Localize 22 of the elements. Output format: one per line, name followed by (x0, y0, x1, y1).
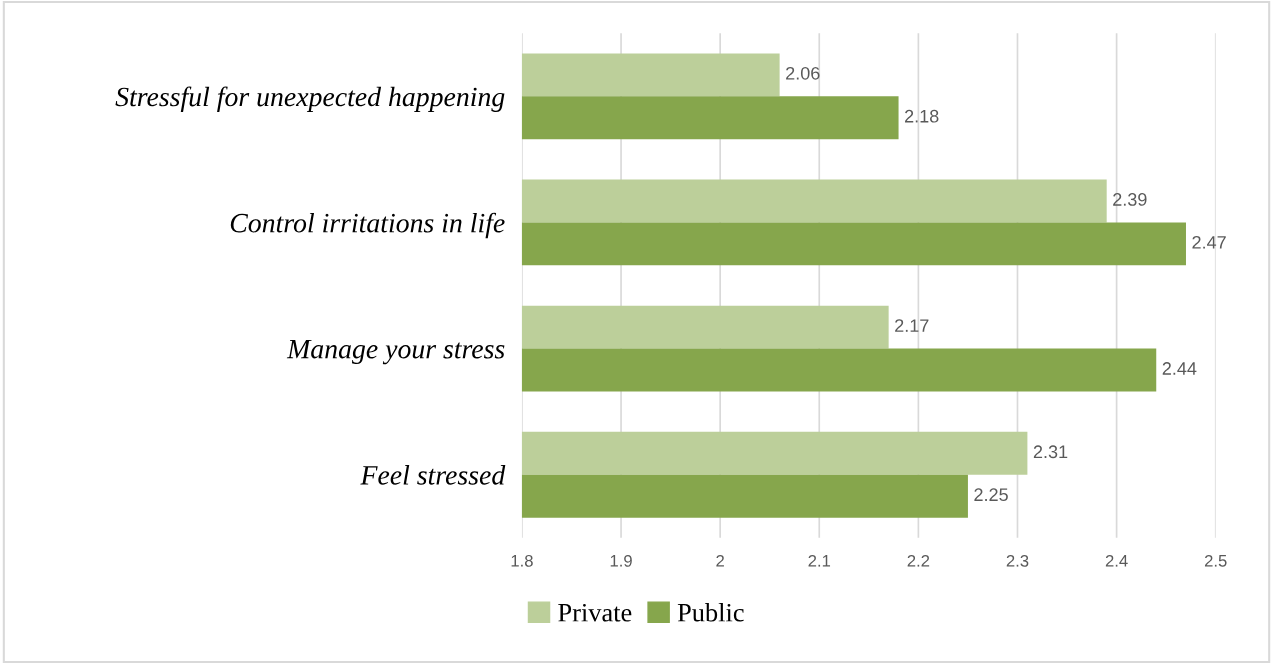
legend-label: Public (677, 603, 744, 622)
data-label: 2.18 (905, 109, 939, 123)
data-label: 2.06 (786, 66, 820, 80)
x-tick-label: 1.8 (511, 554, 533, 567)
x-tick-label: 2.4 (1105, 554, 1128, 567)
data-label: 2.47 (1192, 235, 1226, 249)
y-tick-label: Manage your stress (286, 340, 505, 365)
data-label: 2.44 (1162, 362, 1197, 375)
y-tick-label: Feel stressed (360, 465, 506, 485)
data-label: 2.17 (895, 319, 929, 332)
data-label: 2.31 (1033, 445, 1068, 459)
data-label: 2.25 (974, 488, 1008, 502)
y-tick-label: Stressful for unexpected happening (115, 86, 505, 112)
x-tick-label: 2.2 (907, 554, 930, 567)
x-tick-label: 2.5 (1204, 554, 1227, 567)
y-tick-label: Control irritations in life (230, 212, 505, 239)
x-tick-label: 2.1 (808, 554, 831, 567)
data-label: 2.39 (1113, 193, 1147, 206)
x-tick-label: 2.3 (1006, 554, 1029, 567)
x-tick-label: 1.9 (610, 554, 632, 567)
legend-label: Private (558, 603, 632, 622)
x-tick-label: 2 (716, 554, 724, 567)
